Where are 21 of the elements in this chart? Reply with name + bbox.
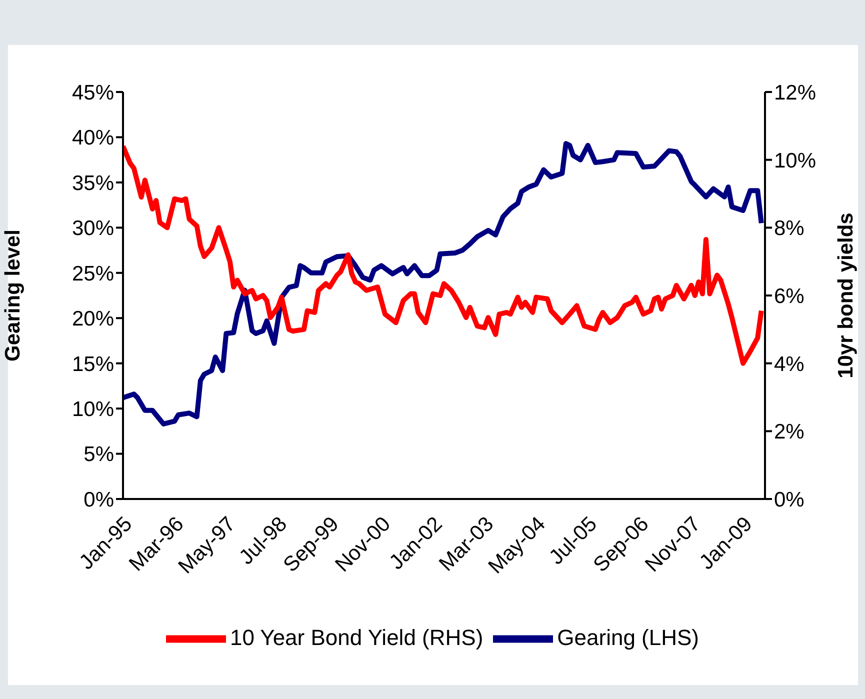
y2-tick-label: 12%: [774, 81, 816, 104]
y-tick-label: 35%: [72, 172, 114, 195]
y-tick-label: 30%: [72, 217, 114, 240]
y-tick-label: 15%: [72, 352, 114, 376]
y-tick-label: 0%: [84, 488, 114, 512]
y2-axis-title: 10yr bond yields: [834, 212, 858, 378]
y2-tick-label: 4%: [774, 352, 804, 376]
y-tick-label: 40%: [72, 126, 114, 150]
y2-tick-label: 10%: [774, 149, 816, 172]
y-tick-label: 5%: [84, 443, 114, 466]
y2-tick-label: 0%: [774, 488, 804, 512]
y2-tick-label: 6%: [774, 284, 804, 308]
y-tick-label: 20%: [72, 308, 114, 331]
legend-label: 10 Year Bond Yield (RHS): [230, 624, 484, 650]
y-tick-label: 45%: [72, 81, 114, 104]
y-axis-title: Gearing level: [1, 230, 24, 362]
y2-tick-label: 2%: [774, 420, 804, 444]
legend-label: Gearing (LHS): [557, 624, 699, 650]
y2-tick-label: 8%: [774, 217, 804, 240]
y-tick-label: 10%: [72, 398, 114, 422]
y-tick-label: 25%: [72, 262, 114, 286]
